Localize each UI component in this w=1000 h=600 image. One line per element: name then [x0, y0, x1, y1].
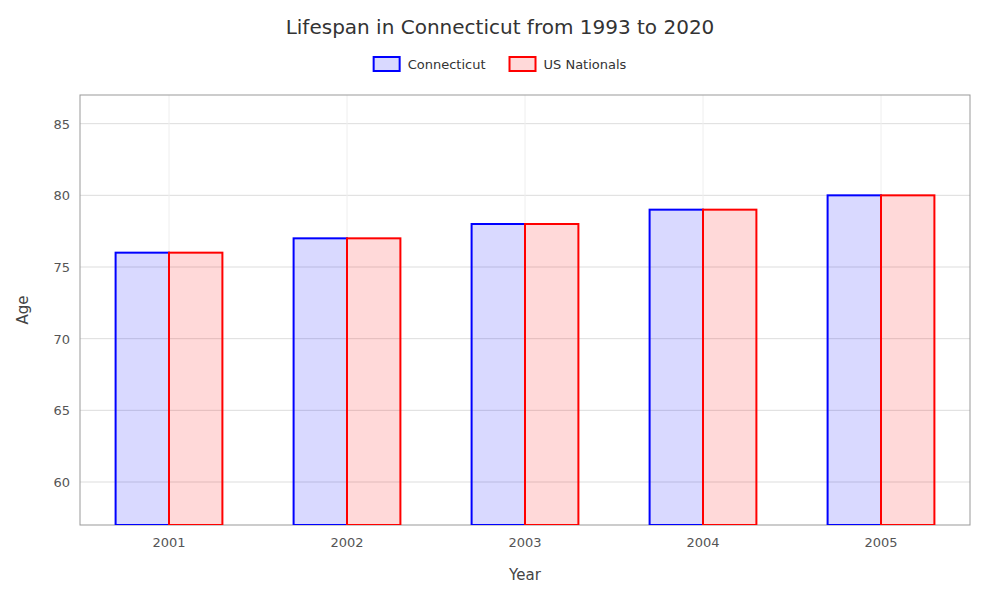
y-tick-label: 80	[53, 188, 70, 203]
plot-frame	[80, 95, 970, 525]
legend-label: Connecticut	[408, 57, 486, 72]
y-tick-label: 85	[53, 117, 70, 132]
x-tick-label: 2001	[152, 535, 185, 550]
grid	[80, 95, 970, 525]
x-tick-label: 2005	[864, 535, 897, 550]
bar	[650, 210, 703, 525]
title: Lifespan in Connecticut from 1993 to 202…	[286, 15, 715, 39]
y-tick-label: 65	[53, 403, 70, 418]
y-axis-label: Age	[14, 295, 32, 324]
bar	[525, 224, 578, 525]
bar	[703, 210, 756, 525]
x-tick-label: 2004	[686, 535, 719, 550]
bar	[472, 224, 525, 525]
bar	[828, 195, 881, 525]
x-tick-label: 2002	[330, 535, 363, 550]
x-axis-label: Year	[508, 566, 542, 584]
legend-item: US Nationals	[510, 57, 627, 72]
legend: Connecticut US Nationals	[374, 57, 627, 72]
bars	[116, 195, 935, 525]
bar	[294, 238, 347, 525]
bar	[116, 253, 169, 525]
y-tick-label: 60	[53, 475, 70, 490]
legend-swatch	[510, 57, 536, 71]
y-tick-label: 75	[53, 260, 70, 275]
bar	[881, 195, 934, 525]
bar	[169, 253, 222, 525]
x-tick-label: 2003	[508, 535, 541, 550]
legend-label: US Nationals	[544, 57, 627, 72]
y-tick-label: 70	[53, 332, 70, 347]
legend-item: Connecticut	[374, 57, 486, 72]
bar	[347, 238, 400, 525]
chart: Lifespan in Connecticut from 1993 to 202…	[0, 0, 1000, 600]
legend-swatch	[374, 57, 400, 71]
